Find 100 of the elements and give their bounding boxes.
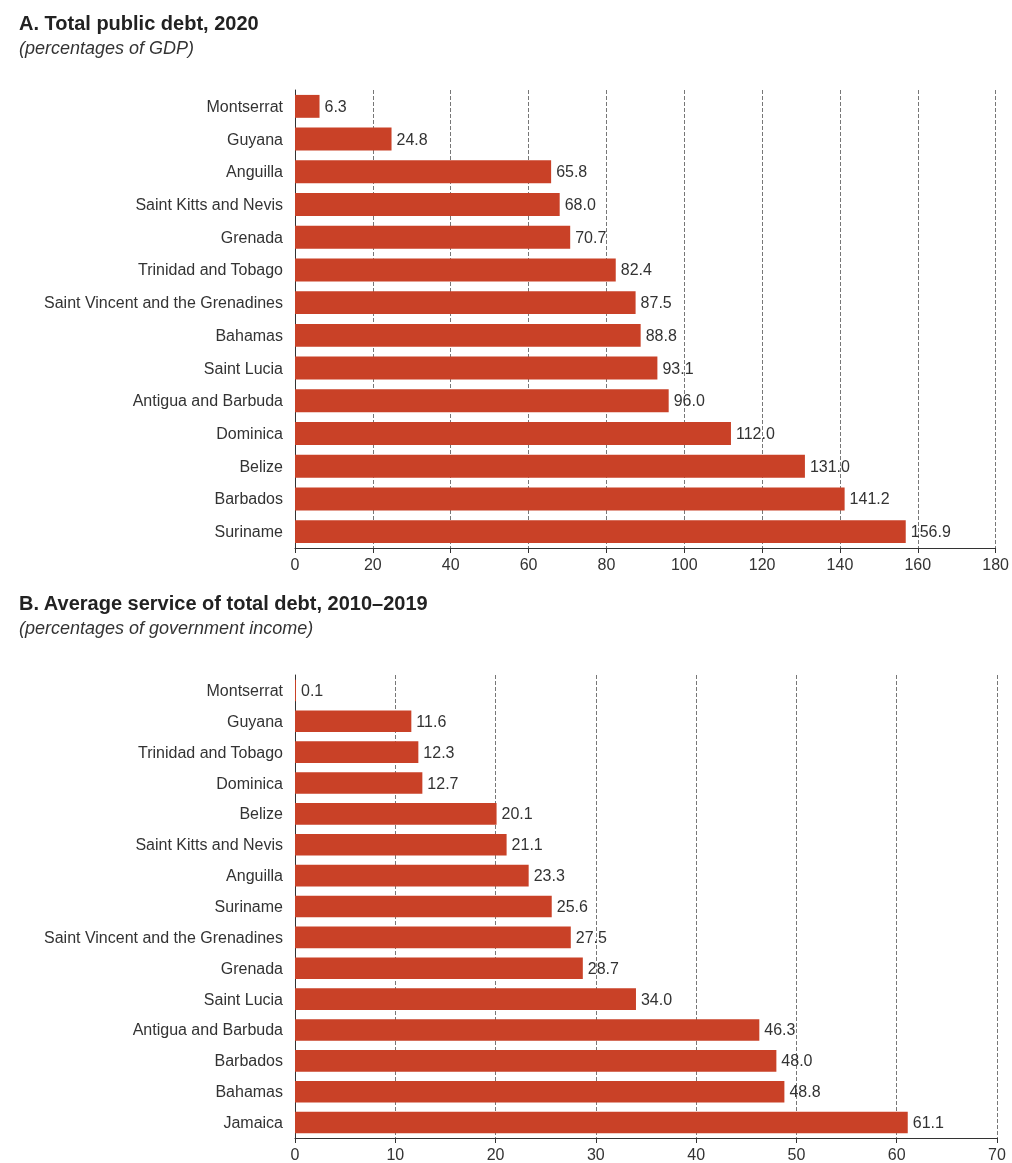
bar [295,926,571,949]
y-tick-label: Saint Kitts and Nevis [135,196,283,213]
data-label: 11.6 [416,712,447,730]
data-label: 131.0 [809,457,851,475]
y-tick-label: Trinidad and Tobago [138,743,284,761]
x-tick-label: 40 [441,555,460,573]
bar [295,957,583,980]
y-tick-label: Dominica [216,774,284,792]
y-tick-label: Bahamas [215,326,283,344]
bar [295,833,507,856]
bar [295,127,392,151]
y-tick-label: Belize [239,805,284,823]
x-tick-label: 20 [363,555,382,573]
data-label: 156.9 [910,523,951,541]
bar [295,291,636,315]
bar [295,741,419,763]
x-tick-label: 20 [486,1145,505,1163]
data-label: 65.8 [556,163,588,181]
x-tick-label: 60 [887,1145,906,1163]
chart-subtitle: (percentages of government income) [19,618,314,638]
x-tick-label: 30 [586,1145,605,1163]
bar [295,422,731,445]
data-label: 70.7 [575,228,607,246]
y-tick-label: Anguilla [226,163,284,181]
bar [295,389,669,413]
x-tick-label: 70 [988,1145,1006,1163]
data-label: 112.0 [735,425,775,442]
data-label: 141.2 [849,490,890,508]
bar [295,193,560,216]
y-tick-label: Antigua and Barbuda [132,392,284,410]
x-tick-label: 0 [290,1145,300,1163]
data-label: 93.1 [662,359,694,377]
bar [295,1019,760,1041]
bar [295,520,906,544]
bar [295,864,529,887]
y-tick-label: Barbados [214,1052,283,1070]
y-tick-label: Grenada [220,959,284,977]
data-label: 25.6 [556,898,588,915]
bar [295,1111,908,1134]
y-tick-label: Belize [239,457,284,475]
bar [295,454,805,478]
y-tick-label: Barbados [214,490,283,508]
data-label: 96.0 [673,392,705,410]
bar [295,772,423,794]
y-tick-label: Suriname [214,523,284,541]
y-tick-label: Jamaica [223,1114,284,1132]
bar [295,988,636,1010]
bar [295,356,658,380]
y-tick-label: Montserrat [206,97,284,115]
data-label: 0.1 [301,681,324,699]
x-tick-label: 120 [748,555,776,573]
y-tick-label: Saint Kitts and Nevis [135,836,283,854]
bar [295,225,571,249]
data-label: 23.3 [533,867,565,885]
x-tick-label: 160 [904,555,932,573]
bar [295,94,320,118]
y-tick-label: Saint Vincent and the Grenadines [44,928,283,946]
y-tick-label: Bahamas [215,1083,283,1101]
data-label: 28.7 [587,959,620,977]
y-tick-label: Trinidad and Tobago [138,261,284,279]
x-tick-label: 40 [687,1145,706,1163]
data-label: 87.5 [640,294,672,312]
x-tick-label: 100 [670,555,698,573]
data-label: 34.0 [640,990,673,1008]
data-label: 27.5 [575,928,608,946]
y-tick-label: Dominica [216,425,284,442]
x-tick-label: 80 [597,555,616,573]
bar [295,258,616,282]
data-label: 88.8 [645,326,677,344]
y-tick-label: Guyana [226,712,284,730]
data-label: 21.1 [511,836,543,854]
data-label: 82.4 [620,261,652,279]
bar [295,1080,785,1103]
data-label: 46.3 [764,1021,796,1039]
x-tick-label: 10 [386,1145,405,1163]
y-tick-label: Guyana [226,130,284,148]
data-label: 12.7 [427,774,459,792]
data-label: 48.8 [789,1083,821,1101]
bar [295,160,552,184]
y-tick-label: Anguilla [226,867,284,885]
x-tick-label: 0 [290,555,300,573]
bar [295,323,641,347]
x-tick-label: 140 [826,555,854,573]
x-tick-label: 50 [787,1145,806,1163]
y-tick-label: Grenada [220,228,284,246]
bar [295,803,497,825]
data-label: 68.0 [564,196,596,213]
y-tick-label: Saint Lucia [203,990,284,1008]
x-tick-label: 60 [519,555,538,573]
y-tick-label: Saint Vincent and the Grenadines [44,294,283,312]
data-label: 12.3 [423,743,455,761]
chart-title: B. Average service of total debt, 2010–2019 [19,592,428,614]
text: (percentages of GDP) [19,38,195,58]
data-label: 48.0 [781,1052,813,1070]
data-label: 20.1 [501,805,533,823]
bar [295,710,412,733]
y-tick-label: Saint Lucia [203,359,284,377]
bar [295,487,845,511]
x-tick-label: 180 [982,555,1010,573]
chart-title: A. Total public debt, 2020 [19,12,259,34]
